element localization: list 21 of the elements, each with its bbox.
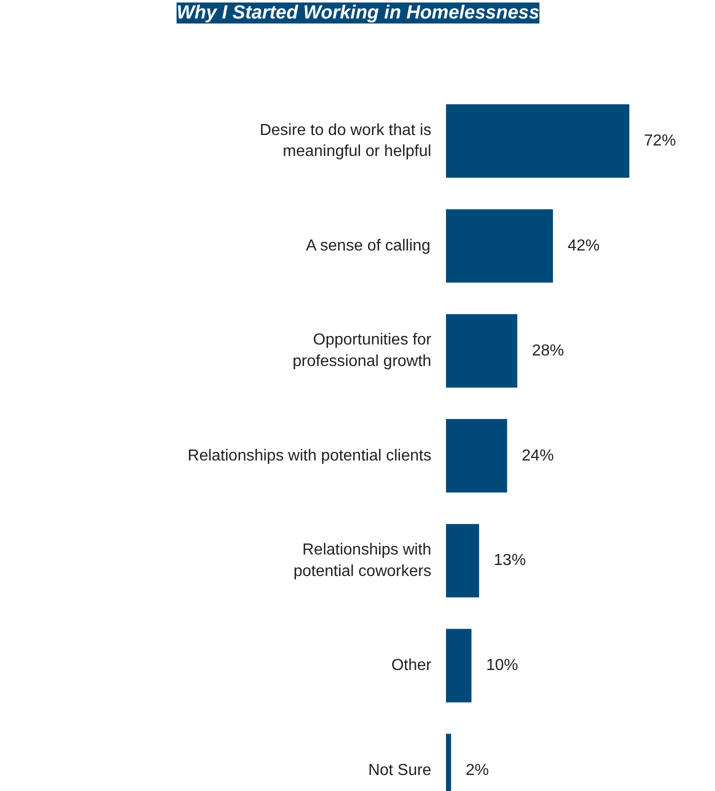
y-tick-label: Opportunities for professional growth [292, 332, 432, 370]
data-label: 72% [644, 132, 676, 150]
data-label: 24% [522, 447, 554, 464]
bar [446, 314, 518, 388]
bar [446, 628, 472, 702]
data-label: 10% [486, 657, 518, 674]
bar [446, 209, 553, 283]
data-label: 13% [494, 552, 526, 570]
data-label: 28% [532, 342, 564, 360]
bar [446, 524, 480, 598]
y-tick-label: A sense of calling [306, 237, 430, 254]
data-label: 2% [466, 762, 489, 780]
chart-title: Why I Started Working in Homelessness [176, 2, 540, 24]
y-tick-label: Other [391, 657, 432, 674]
bar [446, 419, 508, 492]
y-tick-label: Not Sure [368, 762, 432, 780]
y-tick-label: Relationships with potential coworkers [293, 542, 432, 580]
data-label: 42% [568, 237, 600, 254]
y-tick-label: Desire to do work that is meaningful or helpful [260, 122, 432, 160]
y-tick-label: Relationships with potential clients [188, 447, 432, 464]
bar [446, 104, 630, 178]
